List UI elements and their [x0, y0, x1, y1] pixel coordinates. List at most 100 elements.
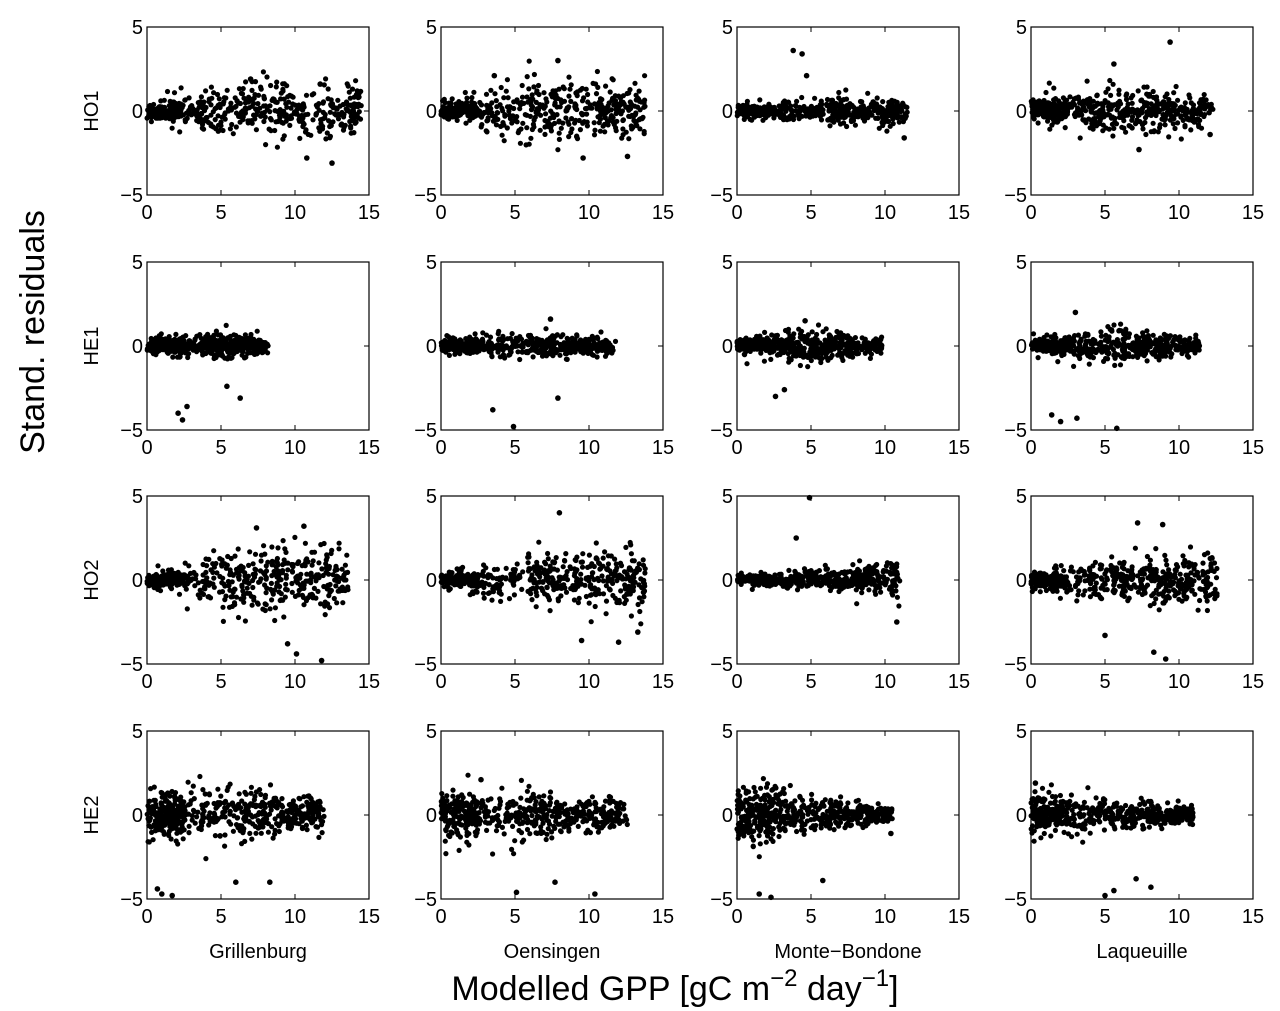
scatter-point: [566, 93, 572, 99]
scatter-point: [184, 115, 190, 121]
scatter-point: [757, 97, 763, 103]
scatter-point: [164, 88, 171, 95]
scatter-point: [1098, 333, 1104, 339]
scatter-point: [1116, 91, 1122, 97]
scatter-point: [591, 120, 597, 126]
scatter-point: [1097, 121, 1103, 127]
scatter-point: [1118, 321, 1124, 327]
scatter-point: [151, 111, 158, 117]
scatter-point: [1122, 110, 1128, 116]
scatter-point: [263, 563, 269, 569]
scatter-point: [289, 589, 295, 595]
scatter-point: [852, 122, 859, 128]
scatter-point: [524, 94, 530, 100]
scatter-point: [595, 114, 601, 120]
scatter-point: [612, 93, 618, 99]
scatter-point: [1105, 356, 1111, 362]
scatter-point: [637, 116, 643, 122]
scatter-point: [153, 352, 159, 358]
scatter-point: [264, 343, 270, 349]
x-tick-label: 10: [1168, 437, 1190, 459]
scatter-point: [222, 116, 228, 122]
scatter-point: [483, 91, 490, 97]
scatter-point: [147, 342, 153, 348]
scatter-point: [844, 335, 850, 341]
scatter-point: [176, 591, 183, 597]
scatter-point: [319, 566, 325, 572]
scatter-point: [1201, 92, 1207, 98]
scatter-point: [633, 119, 639, 125]
scatter-point: [488, 350, 494, 356]
scatter-point: [818, 359, 824, 366]
scatter-point: [1183, 113, 1189, 119]
scatter-point: [258, 558, 264, 564]
scatter-point: [632, 80, 638, 86]
scatter-point: [495, 331, 501, 337]
scatter-point: [199, 111, 205, 117]
scatter-point: [301, 602, 307, 608]
scatter-point: [300, 115, 306, 121]
scatter-points: [438, 57, 648, 161]
scatter-point: [453, 114, 459, 120]
scatter-point: [606, 100, 612, 106]
scatter-point: [497, 354, 503, 360]
scatter-point: [1144, 336, 1150, 342]
scatter-point: [299, 563, 305, 569]
scatter-point: [250, 584, 256, 591]
scatter-point: [443, 349, 449, 355]
scatter-point: [770, 342, 776, 349]
scatter-point: [752, 110, 758, 116]
scatter-point: [820, 348, 826, 354]
scatter-point: [839, 103, 846, 109]
scatter-point: [1041, 338, 1047, 344]
scatter-point: [217, 343, 223, 349]
scatter-point: [519, 349, 526, 355]
scatter-point: [1129, 117, 1135, 123]
scatter-point: [564, 105, 570, 111]
scatter-point: [542, 131, 548, 137]
scatter-point: [236, 572, 242, 579]
scatter-point: [517, 140, 524, 146]
scatter-point: [836, 335, 843, 341]
scatter-point: [1166, 346, 1172, 352]
scatter-point: [814, 331, 820, 338]
scatter-outlier: [317, 81, 324, 87]
scatter-point: [165, 567, 172, 573]
scatter-point: [1155, 129, 1161, 135]
scatter-point: [226, 582, 232, 588]
scatter-point: [786, 355, 792, 361]
scatter-point: [524, 112, 530, 118]
scatter-point: [210, 561, 216, 567]
scatter-point: [357, 116, 364, 122]
scatter-point: [517, 356, 523, 363]
scatter-point: [1175, 97, 1181, 103]
scatter-point: [217, 556, 223, 562]
scatter-point: [340, 576, 347, 582]
scatter-point: [441, 105, 447, 111]
scatter-point: [1153, 346, 1159, 352]
scatter-point: [1119, 124, 1125, 130]
scatter-point: [1100, 128, 1106, 134]
scatter-point: [342, 562, 348, 568]
scatter-point: [1046, 114, 1052, 120]
scatter-point: [818, 117, 825, 123]
x-tick-label: 0: [1025, 437, 1036, 459]
scatter-point: [826, 106, 832, 112]
scatter-point: [223, 95, 229, 101]
scatter-point: [841, 120, 847, 126]
scatter-point: [544, 337, 551, 343]
scatter-point: [1113, 121, 1120, 127]
scatter-point: [626, 113, 632, 119]
scatter-outlier: [877, 336, 884, 343]
scatter-point: [325, 86, 331, 92]
scatter-point: [519, 82, 525, 89]
scatter-point: [1122, 331, 1128, 338]
scatter-point: [213, 344, 219, 350]
scatter-point: [1081, 117, 1088, 123]
scatter-point: [519, 94, 526, 100]
scatter-point: [1090, 345, 1096, 351]
x-tick-label: 5: [215, 202, 226, 224]
scatter-point: [320, 123, 326, 129]
scatter-point: [572, 101, 578, 107]
scatter-point: [1095, 100, 1101, 106]
